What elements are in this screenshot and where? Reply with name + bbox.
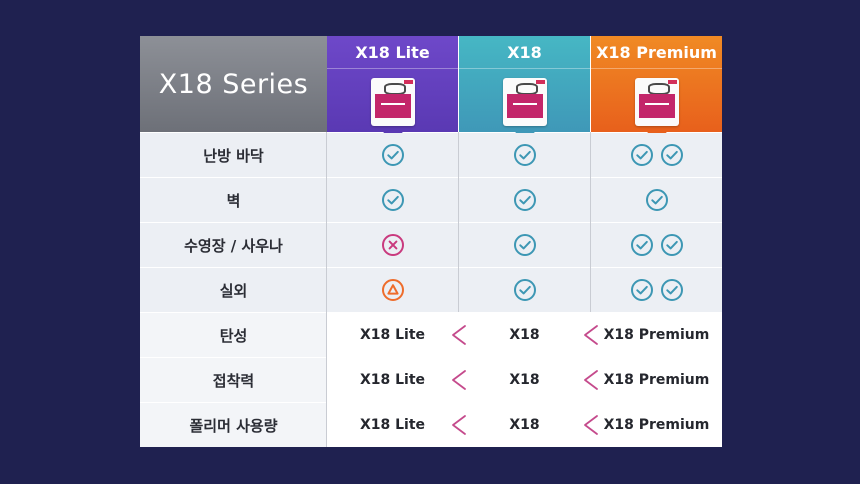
mark-cell	[591, 268, 722, 312]
table-row: 탄성 X18 Lite X18 X18 Premium	[140, 313, 722, 357]
column-name: X18 Premium	[591, 36, 722, 69]
product-bag-image	[634, 78, 679, 126]
check-icon	[660, 234, 683, 256]
column-header-x18-lite: X18 Lite	[327, 36, 458, 141]
row-label: 폴리머 사용량	[140, 403, 327, 447]
column-divider	[326, 132, 327, 447]
check-icon	[660, 144, 683, 166]
series-title: X18 Series	[140, 36, 327, 132]
mark-cell	[459, 178, 590, 222]
mark-cell	[327, 223, 458, 267]
table-row: 실외	[140, 268, 722, 312]
check-icon	[513, 189, 536, 211]
compare-value: X18 Premium	[603, 327, 710, 343]
triangle-icon	[381, 279, 404, 301]
table-row: 벽	[140, 178, 722, 222]
column-header-x18-premium: X18 Premium	[591, 36, 722, 141]
check-icon	[513, 279, 536, 301]
table-row: 수영장 / 사우나	[140, 223, 722, 267]
check-icon	[645, 189, 668, 211]
row-label: 접착력	[140, 358, 327, 402]
table-row: 접착력 X18 Lite X18 X18 Premium	[140, 358, 722, 402]
column-name: X18 Lite	[327, 36, 458, 69]
compare-value: X18	[509, 327, 540, 343]
less-than-icon	[447, 358, 471, 402]
comparison-table: X18 Series X18 Lite X18 X18 Premium 난방 바…	[140, 36, 722, 447]
row-label: 벽	[140, 178, 327, 222]
mark-cell	[327, 178, 458, 222]
table-row: 난방 바닥	[140, 133, 722, 177]
check-icon	[630, 279, 653, 301]
mark-cell	[459, 133, 590, 177]
mark-cell	[591, 178, 722, 222]
check-icon	[381, 189, 404, 211]
check-icon	[660, 279, 683, 301]
compare-value: X18 Lite	[359, 327, 426, 343]
check-icon	[630, 144, 653, 166]
mark-cell	[459, 223, 590, 267]
compare-value: X18 Premium	[603, 417, 710, 433]
mark-cell	[591, 223, 722, 267]
compare-value: X18 Premium	[603, 372, 710, 388]
mark-cell	[591, 133, 722, 177]
mark-cell	[327, 133, 458, 177]
column-divider	[590, 132, 591, 312]
less-than-icon	[447, 313, 471, 357]
check-icon	[513, 144, 536, 166]
check-icon	[381, 144, 404, 166]
check-icon	[513, 234, 536, 256]
less-than-icon	[579, 358, 603, 402]
less-than-icon	[579, 403, 603, 447]
compare-value: X18 Lite	[359, 417, 426, 433]
mark-cell	[459, 268, 590, 312]
mark-cell	[327, 268, 458, 312]
row-label: 난방 바닥	[140, 133, 327, 177]
compare-value: X18 Lite	[359, 372, 426, 388]
compare-value: X18	[509, 417, 540, 433]
less-than-icon	[579, 313, 603, 357]
row-label: 실외	[140, 268, 327, 312]
column-divider	[458, 132, 459, 312]
column-name: X18	[459, 36, 590, 69]
less-than-icon	[447, 403, 471, 447]
product-bag-image	[370, 78, 415, 126]
product-bag-image	[502, 78, 547, 126]
check-icon	[630, 234, 653, 256]
compare-value: X18	[509, 372, 540, 388]
row-label: 탄성	[140, 313, 327, 357]
cross-icon	[381, 234, 404, 256]
table-row: 폴리머 사용량 X18 Lite X18 X18 Premium	[140, 403, 722, 447]
row-label: 수영장 / 사우나	[140, 223, 327, 267]
column-header-x18: X18	[459, 36, 590, 141]
